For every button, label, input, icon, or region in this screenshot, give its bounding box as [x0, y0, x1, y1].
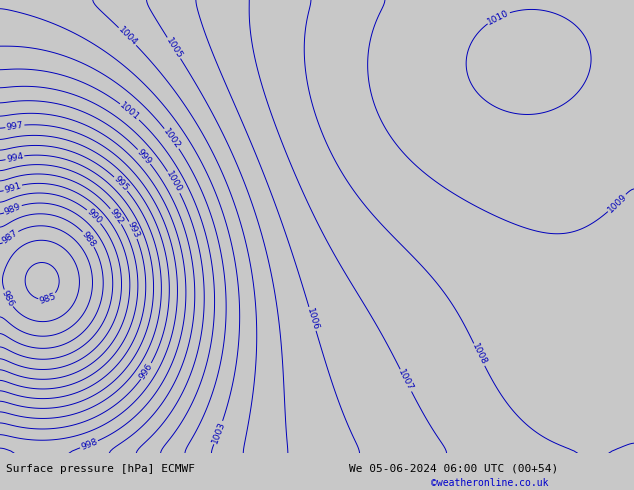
Text: ©weatheronline.co.uk: ©weatheronline.co.uk — [431, 478, 548, 488]
Text: 1005: 1005 — [164, 36, 184, 60]
Text: 1006: 1006 — [305, 307, 320, 331]
Text: 996: 996 — [138, 362, 155, 381]
Text: 1000: 1000 — [164, 170, 184, 195]
Text: 997: 997 — [6, 121, 24, 132]
Text: 994: 994 — [6, 151, 24, 164]
Text: 1003: 1003 — [210, 420, 226, 445]
Text: 1002: 1002 — [162, 126, 182, 150]
Text: 987: 987 — [1, 228, 20, 245]
Text: Surface pressure [hPa] ECMWF: Surface pressure [hPa] ECMWF — [6, 464, 195, 473]
Text: 989: 989 — [3, 201, 22, 217]
Text: 1010: 1010 — [486, 8, 510, 26]
Text: 1008: 1008 — [470, 343, 488, 367]
Text: 998: 998 — [79, 437, 99, 452]
Text: 988: 988 — [80, 229, 98, 249]
Text: 999: 999 — [135, 147, 153, 166]
Text: 991: 991 — [3, 181, 22, 195]
Text: 993: 993 — [126, 220, 141, 240]
Text: We 05-06-2024 06:00 UTC (00+54): We 05-06-2024 06:00 UTC (00+54) — [349, 464, 558, 473]
Text: 985: 985 — [38, 291, 57, 305]
Text: 986: 986 — [0, 289, 16, 308]
Text: 1001: 1001 — [118, 101, 141, 122]
Text: 1007: 1007 — [397, 368, 415, 392]
Text: 990: 990 — [85, 207, 103, 226]
Text: 992: 992 — [108, 207, 125, 226]
Text: 995: 995 — [112, 174, 130, 193]
Text: 1004: 1004 — [116, 25, 139, 48]
Text: 1009: 1009 — [605, 192, 628, 214]
